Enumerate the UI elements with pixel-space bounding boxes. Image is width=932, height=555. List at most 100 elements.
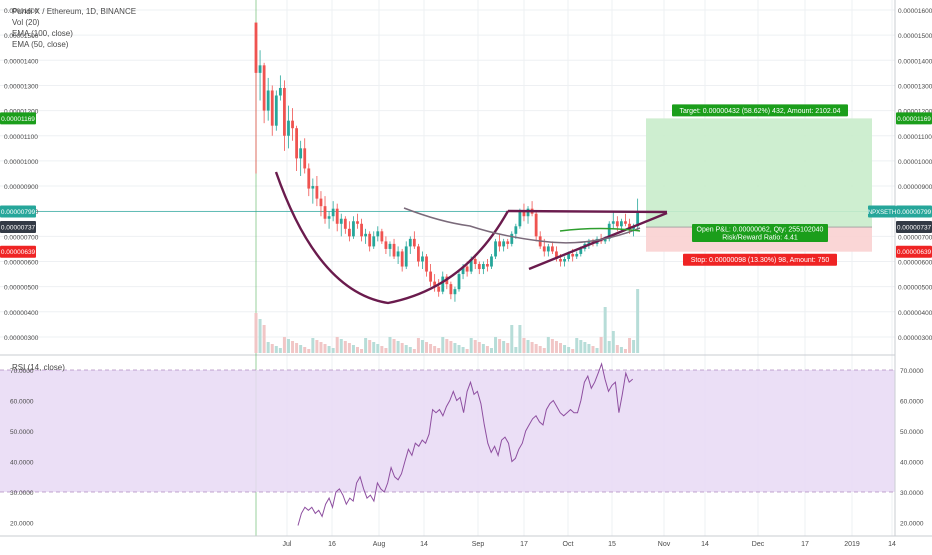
candle-body bbox=[559, 258, 562, 262]
candle-body bbox=[315, 186, 319, 199]
rsi-band bbox=[0, 370, 895, 492]
cup-pattern-arc bbox=[274, 171, 510, 305]
time-tick: 2019 bbox=[844, 541, 860, 548]
left-current-badge: 0.00000799 bbox=[1, 209, 36, 216]
candle-body bbox=[437, 286, 441, 292]
rsi-tick-left: 40.0000 bbox=[10, 460, 34, 467]
volume-bar bbox=[291, 341, 295, 353]
volume-bar bbox=[388, 337, 392, 353]
left-entry-badge-bg bbox=[0, 221, 36, 234]
volume-bar bbox=[360, 349, 364, 353]
volume-bar bbox=[607, 341, 611, 353]
open-pl-box bbox=[692, 224, 828, 242]
green-ma-line bbox=[559, 227, 641, 232]
volume-bar bbox=[498, 339, 502, 353]
volume-bar bbox=[554, 341, 558, 353]
left-current-badge-bg bbox=[0, 205, 36, 218]
volume-bar bbox=[615, 345, 619, 353]
candle-body bbox=[287, 120, 290, 136]
volume-bar bbox=[550, 339, 554, 353]
profit-zone bbox=[646, 118, 872, 228]
time-tick: Aug bbox=[373, 541, 386, 548]
price-tick-right: 0.00000900 bbox=[898, 184, 932, 191]
target-label-bg bbox=[672, 104, 848, 117]
volume-bar bbox=[307, 349, 311, 353]
stop-label: Stop: 0.00000098 (13.30%) 98, Amount: 75… bbox=[691, 257, 830, 264]
volume-bar bbox=[534, 344, 538, 353]
time-tick: 16 bbox=[328, 541, 336, 548]
price-tick-left: 0.00001400 bbox=[4, 58, 39, 65]
rsi-tick-right: 50.0000 bbox=[900, 429, 924, 436]
right-entry-badge-bg bbox=[896, 221, 932, 234]
candle-body bbox=[542, 246, 546, 252]
volume-bar bbox=[303, 347, 307, 353]
price-tick-right: 0.00001500 bbox=[898, 33, 932, 40]
volume-bar bbox=[514, 347, 518, 353]
price-tick-left: 0.00001100 bbox=[4, 134, 38, 141]
symbol-badge: NPXSETH bbox=[868, 210, 896, 216]
volume-bar bbox=[408, 347, 412, 353]
indicator-ema-50: EMA (50, close) bbox=[12, 40, 69, 49]
volume-bar bbox=[319, 342, 323, 353]
candle-body bbox=[327, 216, 331, 219]
volume-bar bbox=[522, 338, 526, 353]
time-tick: 14 bbox=[888, 541, 896, 548]
price-tick-right: 0.00000600 bbox=[898, 260, 932, 267]
candle-body bbox=[319, 198, 323, 207]
volume-bar bbox=[351, 345, 355, 353]
volume-bar bbox=[469, 338, 473, 353]
candle-body bbox=[388, 243, 392, 249]
candle-body bbox=[331, 208, 335, 217]
candle-body bbox=[587, 241, 591, 244]
candle-body bbox=[555, 251, 558, 259]
candle-body bbox=[360, 223, 363, 237]
volume-bar bbox=[356, 347, 359, 353]
price-tick-right: 0.00001300 bbox=[898, 83, 932, 90]
volume-bar bbox=[494, 337, 498, 353]
candle-body bbox=[364, 233, 368, 237]
volume-bar bbox=[453, 343, 457, 353]
candle-body bbox=[266, 90, 270, 111]
candle-body bbox=[254, 22, 258, 73]
candle-body bbox=[425, 256, 428, 272]
candle-body bbox=[550, 246, 554, 252]
volume-bar bbox=[477, 342, 481, 353]
volume-bar bbox=[270, 344, 274, 353]
volume-bar bbox=[392, 339, 396, 353]
candle-body bbox=[339, 218, 343, 224]
volume-bar bbox=[404, 345, 408, 353]
candle-body bbox=[490, 256, 493, 267]
candle-body bbox=[461, 266, 465, 275]
volume-bar bbox=[445, 339, 449, 353]
rsi-tick-left: 30.0000 bbox=[10, 490, 34, 497]
chart-title: Pundi X / Ethereum, 1D, BINANCE bbox=[12, 7, 137, 16]
ema-line bbox=[403, 207, 641, 244]
volume-bar bbox=[335, 337, 339, 353]
candle-body bbox=[615, 221, 619, 227]
price-tick-right: 0.00000500 bbox=[898, 285, 932, 292]
volume-bars bbox=[254, 289, 640, 353]
volume-bar bbox=[372, 342, 376, 353]
right-stop-badge: 0.00000639 bbox=[897, 249, 932, 256]
time-tick: 14 bbox=[701, 541, 709, 548]
candle-body bbox=[636, 211, 640, 227]
price-tick-left: 0.00001300 bbox=[4, 83, 39, 90]
volume-bar bbox=[465, 349, 469, 353]
risk-reward-label: Risk/Reward Ratio: 4.41 bbox=[722, 235, 798, 242]
rsi-panel: RSI (14, close) bbox=[0, 362, 895, 526]
volume-bar bbox=[538, 346, 542, 353]
price-tick-right: 0.00000400 bbox=[898, 310, 932, 317]
left-stop-badge-bg bbox=[0, 245, 36, 258]
volume-bar bbox=[339, 339, 343, 353]
volume-bar bbox=[559, 343, 562, 353]
volume-bar bbox=[619, 347, 623, 353]
candle-body bbox=[372, 236, 376, 247]
candle-body bbox=[283, 87, 286, 136]
candle-body bbox=[518, 211, 522, 227]
volume-bar bbox=[364, 338, 368, 353]
candle-body bbox=[510, 233, 514, 244]
volume-bar bbox=[347, 343, 351, 353]
volume-bar bbox=[489, 348, 493, 353]
